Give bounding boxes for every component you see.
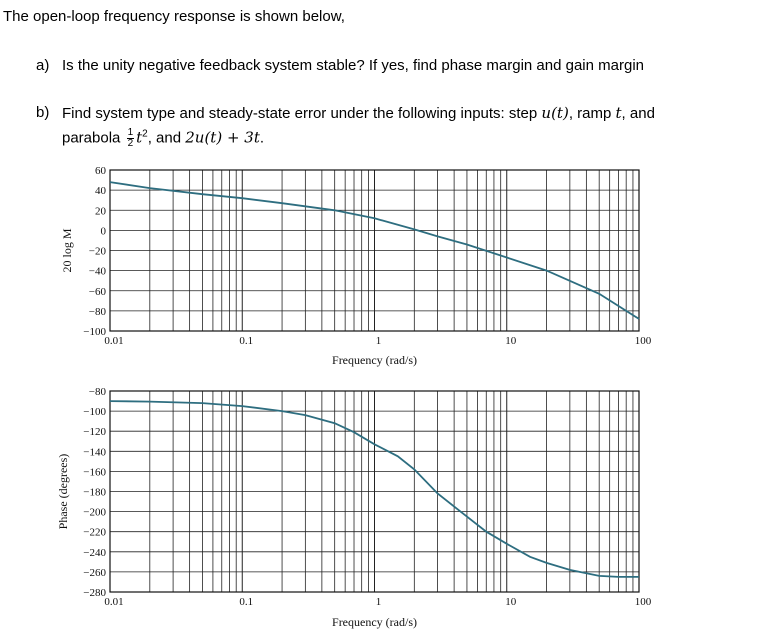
part-b-line1-prefix: Find system type and steady-state error … — [62, 105, 542, 122]
plot1-x-axis-label: Frequency (rad/s) — [332, 353, 417, 367]
plot1-x-tick-label: 100 — [635, 335, 652, 347]
fraction-numerator: 1 — [126, 127, 135, 139]
fraction-denominator: 2 — [127, 138, 134, 149]
plot2-x-axis-label: Frequency (rad/s) — [332, 615, 417, 629]
plot2-y-tick-label: −160 — [83, 466, 106, 478]
plot2-y-tick-label: −140 — [83, 446, 106, 458]
plot2-frame — [109, 390, 640, 593]
ramp-input: t — [615, 104, 622, 122]
plot1-y-tick-label: −20 — [89, 246, 107, 258]
question-intro: The open-loop frequency response is show… — [3, 8, 345, 25]
plot2-y-tick-label: −260 — [83, 567, 106, 579]
plot1-y-tick-label: 60 — [95, 165, 107, 177]
part-b-line-1: Find system type and steady-state error … — [62, 104, 655, 122]
superscript-2: 2 — [142, 128, 148, 140]
plot1-y-tick-label: −60 — [89, 286, 107, 298]
plot2-x-tick-label: 100 — [635, 596, 652, 608]
plot2-y-tick-label: −240 — [83, 547, 106, 559]
combined-input: 2u(t) + 3t — [185, 128, 260, 147]
step-input: u(t) — [541, 104, 569, 122]
plot1-y-tick-label: 40 — [95, 185, 107, 197]
plot2-x-tick-label: 0.1 — [239, 596, 253, 608]
plot1-y-axis-label: 20 log M — [60, 228, 74, 272]
plot2-y-tick-label: −280 — [83, 587, 106, 599]
part-a-text: Is the unity negative feedback system st… — [62, 57, 644, 74]
part-b-line1-suffix: , and — [621, 105, 655, 122]
plot1-x-tick-label: 1 — [376, 335, 382, 347]
plot2-y-tick-label: −180 — [83, 487, 106, 499]
part-b-line-2: parabola 1 2 t2, and 2u(t) + 3t. — [62, 128, 264, 149]
part-b-line1-mid: , ramp — [568, 105, 616, 122]
plot1-y-tick-label: −80 — [89, 306, 107, 318]
plot1-y-tick-label: 20 — [95, 205, 107, 217]
plot1-x-tick-label: 0.01 — [104, 335, 123, 347]
plot2-series-line — [109, 400, 639, 578]
plot2-y-tick-label: −200 — [83, 507, 106, 519]
plot1-y-tick-label: −40 — [89, 266, 107, 278]
plot1-y-tick-label: −100 — [83, 326, 106, 338]
plot2-y-tick-label: −80 — [89, 386, 107, 398]
plot2-y-axis-label: Phase (degrees) — [56, 454, 70, 530]
plot1-x-tick-label: 0.1 — [239, 335, 253, 347]
part-b-line2-end: . — [259, 129, 265, 147]
plot1-series-line — [109, 181, 640, 320]
part-b-label: b) — [36, 104, 50, 121]
plot2-y-tick-label: −100 — [83, 406, 106, 418]
plot1-frame — [109, 169, 640, 332]
part-a-label: a) — [36, 57, 50, 74]
plot2-x-tick-label: 10 — [505, 596, 517, 608]
part-b-line2-mid: , and — [147, 129, 186, 147]
part-b-line2-prefix: parabola — [62, 129, 125, 147]
plot2-x-tick-label: 0.01 — [104, 596, 123, 608]
parabola-input: t — [136, 128, 143, 147]
plot2-x-tick-label: 1 — [376, 596, 382, 608]
plot1-x-tick-label: 10 — [505, 335, 517, 347]
plot1-y-tick-label: 0 — [101, 225, 107, 237]
plot2-y-tick-label: −120 — [83, 426, 106, 438]
plot2-y-tick-label: −220 — [83, 527, 106, 539]
